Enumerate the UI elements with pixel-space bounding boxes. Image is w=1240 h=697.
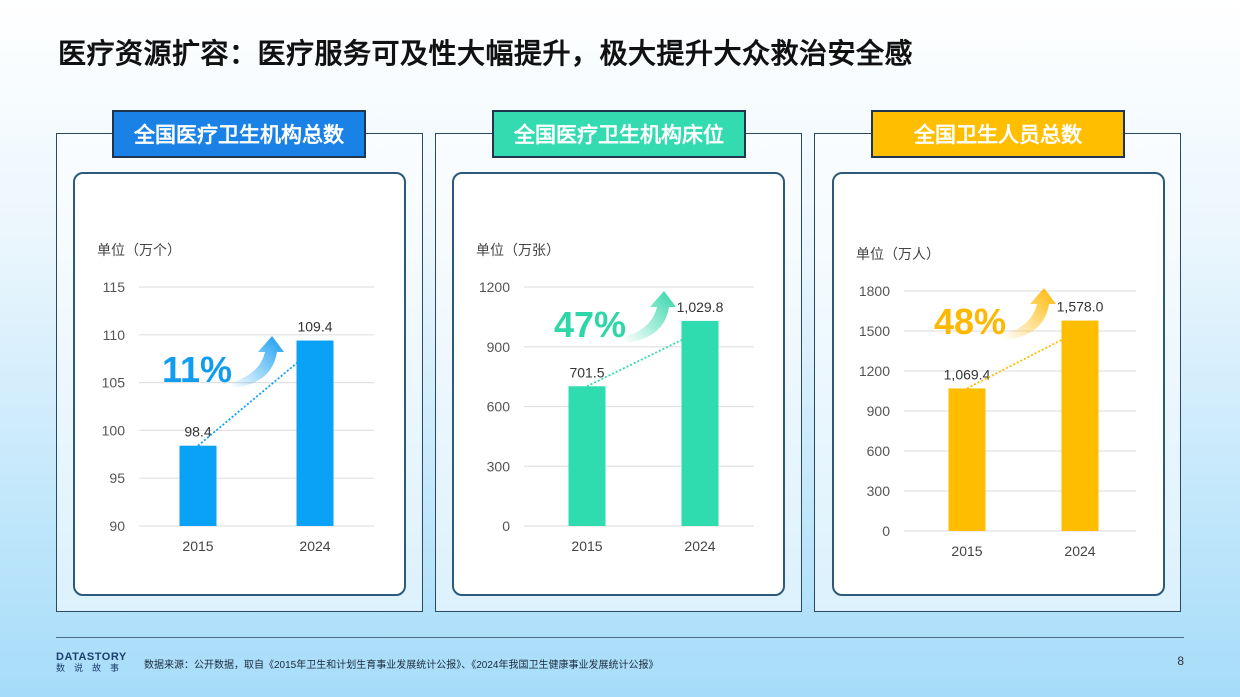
- y-tick-label: 600: [487, 399, 511, 415]
- growth-percentage: 48%: [934, 301, 1006, 342]
- trend-line: [586, 334, 693, 388]
- y-tick-label: 1500: [859, 323, 890, 339]
- chart-card-beds: 单位（万张） 0 300 600 900 1200 701.5 2015 1,029.8 2024…: [452, 172, 785, 596]
- logo: DATASTORY 数说故事: [56, 652, 128, 674]
- bar-2024: [681, 320, 719, 526]
- bar-2024: [296, 340, 334, 526]
- y-tick-label: 1200: [479, 279, 510, 295]
- bar-2015: [179, 445, 217, 526]
- x-tick-label: 2015: [571, 538, 602, 554]
- x-tick-label: 2024: [684, 538, 715, 554]
- y-tick-label: 0: [882, 523, 890, 539]
- y-tick-label: 95: [109, 470, 125, 486]
- y-tick-label: 300: [867, 483, 891, 499]
- y-tick-label: 300: [487, 458, 511, 474]
- y-tick-label: 900: [487, 339, 511, 355]
- data-label: 1,578.0: [1057, 299, 1104, 315]
- data-label: 701.5: [569, 364, 604, 380]
- source-note: 数据来源：公开数据，取自《2015年卫生和计划生育事业发展统计公报》、《2024…: [144, 660, 659, 671]
- data-label: 1,069.4: [944, 366, 991, 382]
- logo-text: DATASTORY: [56, 651, 127, 663]
- x-tick-label: 2024: [299, 538, 330, 554]
- unit-label: 单位（万个）: [97, 242, 181, 258]
- unit-label: 单位（万张）: [476, 242, 560, 258]
- growth-arrow-icon: [1004, 288, 1056, 340]
- chart-title-beds: 全国医疗卫生机构床位: [492, 110, 746, 158]
- y-tick-label: 115: [103, 279, 126, 295]
- trend-line: [966, 333, 1073, 390]
- y-tick-label: 100: [102, 422, 126, 438]
- y-tick-label: 900: [867, 403, 891, 419]
- y-tick-label: 105: [102, 375, 126, 391]
- x-tick-label: 2015: [182, 538, 213, 554]
- bar-2024: [1061, 320, 1099, 531]
- footer-divider: [56, 637, 1184, 638]
- y-tick-label: 0: [502, 518, 510, 534]
- growth-arrow-icon: [624, 291, 676, 343]
- x-tick-label: 2015: [951, 543, 982, 559]
- bar-chart: 单位（万张） 0 300 600 900 1200 701.5 2015 1,029.8 2024…: [476, 242, 754, 554]
- unit-label: 单位（万人）: [856, 246, 940, 262]
- bar-2015: [948, 388, 986, 531]
- bar-chart: 单位（万个） 90 95 100 105 110 115 98.4 2015 109.4 2024 1…: [97, 242, 374, 554]
- chart-title-personnel: 全国卫生人员总数: [871, 110, 1125, 158]
- logo-subtext: 数说故事: [56, 663, 129, 673]
- growth-percentage: 11%: [162, 349, 232, 390]
- chart-card-institutions: 单位（万个） 90 95 100 105 110 115 98.4 2015 109.4 2024 1…: [73, 172, 406, 596]
- page-title: 医疗资源扩容：医疗服务可及性大幅提升，极大提升大众救治安全感: [58, 37, 914, 70]
- growth-percentage: 47%: [554, 304, 626, 345]
- y-tick-label: 600: [867, 443, 891, 459]
- chart-card-personnel: 单位（万人） 0 300 600 900 1200 1500 1800 1,069.4 2015 1…: [832, 172, 1165, 596]
- y-tick-label: 90: [109, 518, 125, 534]
- y-tick-label: 110: [103, 327, 126, 343]
- x-tick-label: 2024: [1064, 543, 1095, 559]
- bar-2015: [568, 386, 606, 526]
- y-tick-label: 1200: [859, 363, 890, 379]
- bar-chart: 单位（万人） 0 300 600 900 1200 1500 1800 1,069.4 2015 1…: [856, 246, 1136, 559]
- page-number: 8: [1177, 654, 1184, 668]
- data-label: 98.4: [184, 424, 211, 440]
- data-label: 109.4: [297, 319, 332, 335]
- growth-arrow-icon: [232, 336, 284, 388]
- data-label: 1,029.8: [677, 299, 724, 315]
- chart-title-institutions: 全国医疗卫生机构总数: [112, 110, 366, 158]
- y-tick-label: 1800: [859, 283, 890, 299]
